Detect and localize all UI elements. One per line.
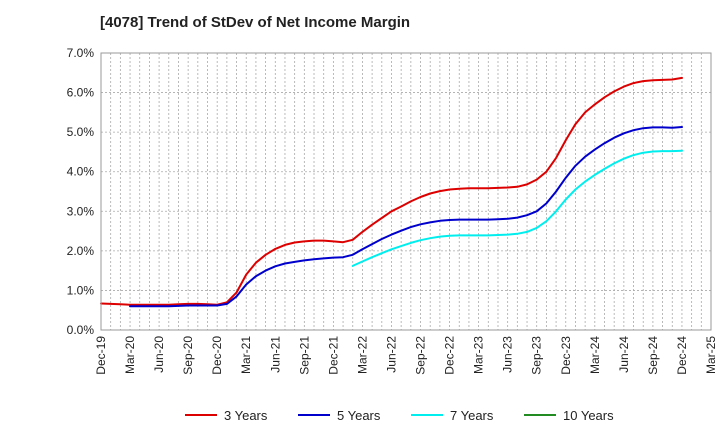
x-tick-label: Dec-23	[559, 336, 573, 375]
series-line-5-years	[129, 126, 683, 308]
x-tick-label: Sep-24	[646, 336, 660, 375]
x-tick-label: Sep-20	[181, 336, 195, 375]
y-tick-label: 0.0%	[67, 323, 95, 337]
x-tick-label: Jun-23	[501, 336, 515, 373]
legend-label-10-years: 10 Years	[563, 408, 614, 423]
x-tick-label: Sep-21	[297, 336, 311, 375]
y-tick-label: 7.0%	[67, 46, 95, 60]
series-line-7-years	[351, 149, 683, 267]
x-tick-label: Dec-21	[326, 336, 340, 375]
y-tick-label: 5.0%	[67, 125, 95, 139]
y-axis-ticks: 0.0% 1.0% 2.0% 3.0% 4.0% 5.0% 6.0% 7.0%	[67, 46, 95, 337]
x-tick-label: Sep-22	[414, 336, 428, 375]
y-tick-label: 1.0%	[67, 283, 95, 297]
x-tick-label: Mar-24	[588, 336, 602, 374]
series-layer	[100, 76, 683, 308]
x-tick-label: Jun-24	[617, 336, 631, 373]
y-tick-label: 6.0%	[67, 86, 95, 100]
x-tick-label: Mar-25	[704, 336, 718, 374]
x-tick-label: Dec-19	[94, 336, 108, 375]
x-tick-label: Mar-23	[472, 336, 486, 374]
legend: 3 Years 5 Years 7 Years 10 Years	[185, 408, 614, 423]
x-tick-label: Dec-20	[210, 336, 224, 375]
x-tick-label: Mar-20	[123, 336, 137, 374]
chart-title: [4078] Trend of StDev of Net Income Marg…	[100, 14, 411, 31]
y-tick-label: 4.0%	[67, 165, 95, 179]
grid-layer	[101, 53, 711, 330]
x-tick-label: Mar-21	[239, 336, 253, 374]
y-tick-label: 2.0%	[67, 244, 95, 258]
legend-label-3-years: 3 Years	[224, 408, 268, 423]
legend-label-5-years: 5 Years	[337, 408, 381, 423]
x-tick-label: Jun-20	[152, 336, 166, 373]
x-tick-label: Mar-22	[355, 336, 369, 374]
legend-label-7-years: 7 Years	[450, 408, 494, 423]
x-tick-label: Jun-22	[384, 336, 398, 373]
x-tick-label: Sep-23	[530, 336, 544, 375]
y-tick-label: 3.0%	[67, 204, 95, 218]
plot-background	[101, 53, 711, 330]
plot-frame	[100, 52, 712, 331]
x-tick-label: Dec-22	[443, 336, 457, 375]
x-tick-label: Dec-24	[675, 336, 689, 375]
x-tick-label: Jun-21	[268, 336, 282, 373]
series-line-3-years	[100, 76, 683, 306]
x-axis-ticks: Dec-19 Mar-20 Jun-20 Sep-20 Dec-20 Mar-21 Jun-…	[94, 336, 718, 375]
